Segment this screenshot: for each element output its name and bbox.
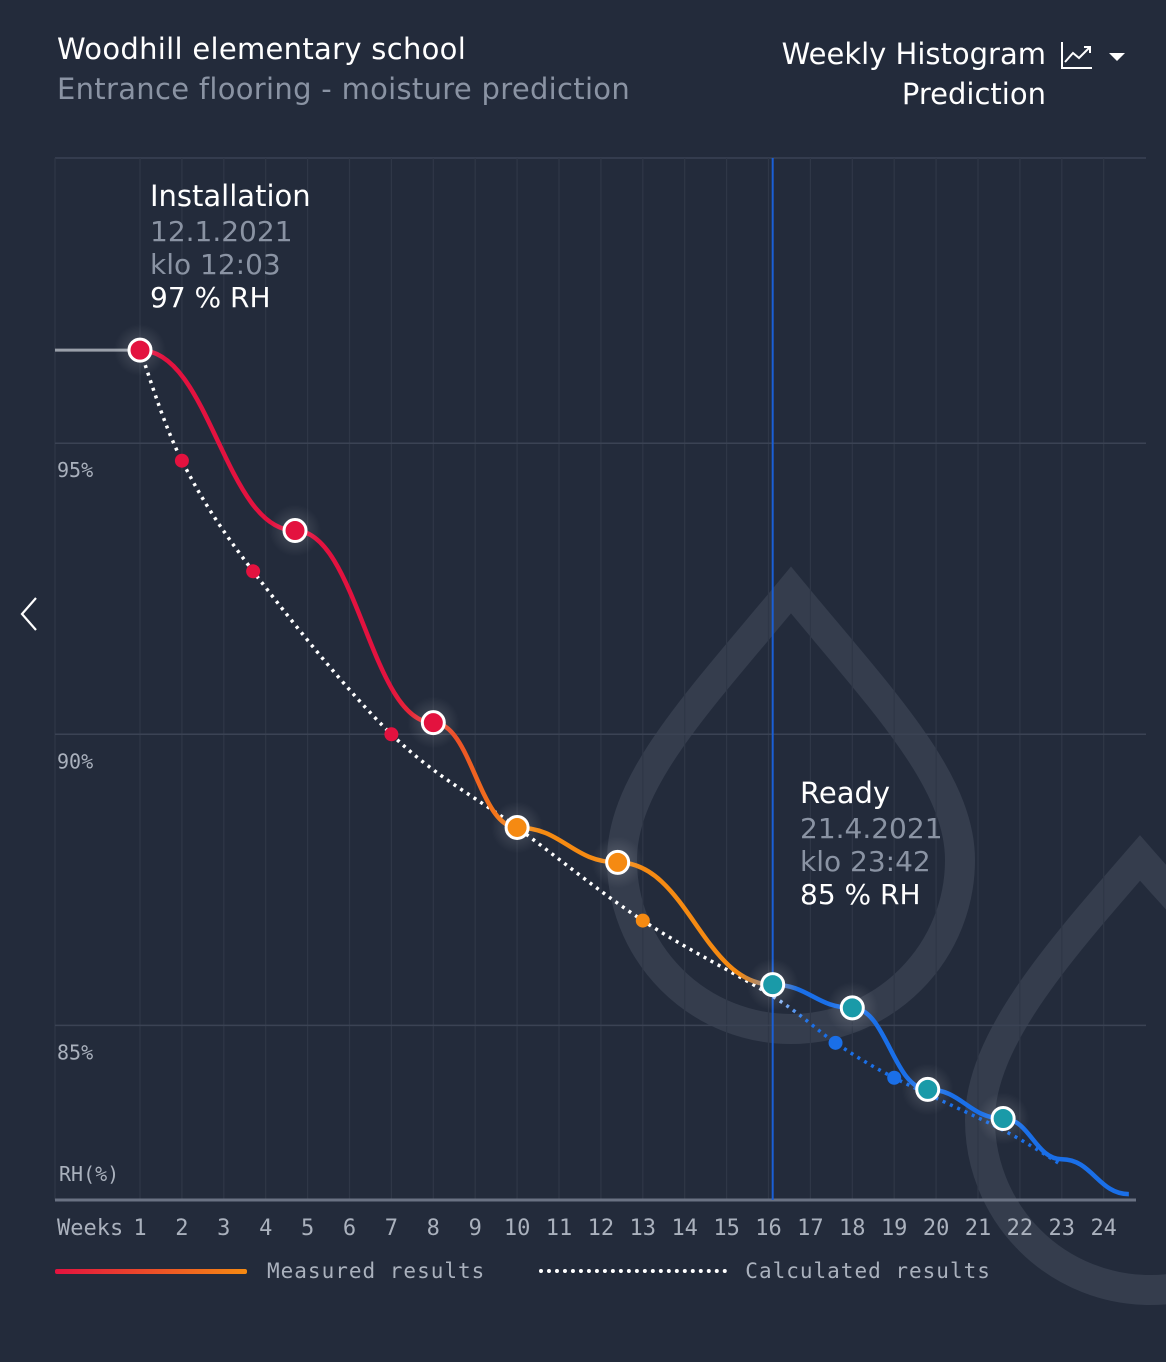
measured-point <box>127 337 153 363</box>
chart-subtitle: Entrance flooring - moisture prediction <box>57 72 631 106</box>
x-tick-label: 1 <box>133 1216 146 1241</box>
installation-date: 12.1.2021 <box>150 215 293 248</box>
line-chart-icon <box>1060 40 1094 74</box>
calculated-point <box>828 1035 843 1050</box>
x-tick-label: 7 <box>385 1216 398 1241</box>
installation-value: 97 % RH <box>150 281 271 314</box>
x-tick-label: 13 <box>630 1216 657 1241</box>
view-label-line1: Weekly Histogram <box>781 37 1046 71</box>
x-tick-label: 24 <box>1090 1216 1117 1241</box>
ready-value: 85 % RH <box>800 878 921 911</box>
installation-annotation: Installation 12.1.2021 klo 12:03 97 % RH <box>150 179 311 315</box>
measured-point <box>420 710 446 736</box>
x-tick-label: 12 <box>588 1216 615 1241</box>
y-tick-label: 85% <box>57 1040 93 1064</box>
calculated-point <box>635 913 650 928</box>
back-arrow-icon[interactable] <box>14 594 44 634</box>
y-tick-label: 95% <box>57 458 93 482</box>
measured-point <box>760 972 786 998</box>
x-tick-label: 18 <box>839 1216 866 1241</box>
measured-point <box>504 814 530 840</box>
calculated-point <box>887 1070 902 1085</box>
x-tick-label: 5 <box>301 1216 314 1241</box>
x-tick-label: 23 <box>1049 1216 1076 1241</box>
x-tick-label: 16 <box>755 1216 782 1241</box>
x-tick-label: 4 <box>259 1216 272 1241</box>
x-tick-label: 17 <box>797 1216 824 1241</box>
x-tick-label: 11 <box>546 1216 573 1241</box>
view-selector[interactable]: Weekly Histogram Prediction <box>782 34 1126 114</box>
x-tick-label: 9 <box>469 1216 482 1241</box>
y-tick-label: 90% <box>57 749 93 773</box>
x-axis-label: Weeks <box>57 1216 123 1241</box>
chart-legend: Measured results Calculated results <box>55 1256 991 1286</box>
x-tick-label: 22 <box>1007 1216 1034 1241</box>
measured-point <box>605 849 631 875</box>
ready-date: 21.4.2021 <box>800 812 943 845</box>
x-tick-label: 15 <box>713 1216 740 1241</box>
x-tick-label: 21 <box>965 1216 992 1241</box>
x-tick-label: 8 <box>427 1216 440 1241</box>
measured-point <box>915 1076 941 1102</box>
x-tick-label: 6 <box>343 1216 356 1241</box>
calculated-point <box>246 564 261 579</box>
x-tick-label: 2 <box>175 1216 188 1241</box>
x-tick-label: 19 <box>881 1216 908 1241</box>
x-tick-label: 20 <box>923 1216 950 1241</box>
installation-time: klo 12:03 <box>150 248 281 281</box>
installation-title: Installation <box>150 179 311 213</box>
legend-swatch-calculated <box>539 1269 728 1273</box>
view-label-line2: Prediction <box>901 77 1046 111</box>
legend-swatch-measured <box>55 1268 247 1274</box>
x-tick-label: 10 <box>504 1216 531 1241</box>
x-tick-label: 3 <box>217 1216 230 1241</box>
chevron-down-icon[interactable] <box>1108 48 1126 67</box>
water-drop-watermark <box>606 566 1166 1305</box>
measured-point <box>990 1106 1016 1132</box>
ready-time: klo 23:42 <box>800 845 931 878</box>
y-axis-label: RH(%) <box>59 1162 119 1186</box>
legend-label-calculated: Calculated results <box>745 1259 991 1283</box>
calculated-point <box>384 727 399 742</box>
measured-point <box>839 995 865 1021</box>
calculated-point <box>174 453 189 468</box>
x-tick-label: 14 <box>671 1216 698 1241</box>
measured-point <box>282 518 308 544</box>
ready-title: Ready <box>800 776 891 810</box>
legend-label-measured: Measured results <box>267 1259 486 1283</box>
view-label: Weekly Histogram Prediction <box>782 34 1046 114</box>
ready-annotation: Ready 21.4.2021 klo 23:42 85 % RH <box>800 776 943 912</box>
chart-title: Woodhill elementary school <box>57 32 467 66</box>
